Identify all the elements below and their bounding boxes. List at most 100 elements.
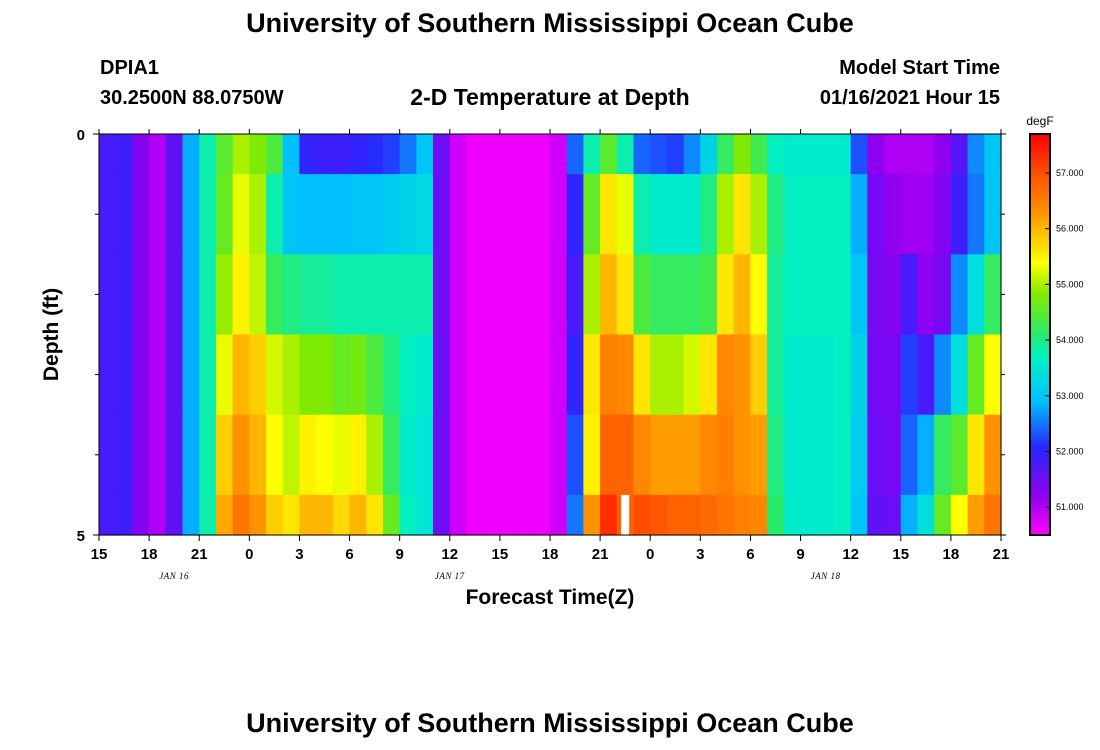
- heatmap-cell: [750, 494, 768, 536]
- heatmap-cell: [466, 174, 484, 255]
- heatmap-cell: [282, 414, 301, 496]
- heatmap-cell: [299, 134, 317, 175]
- heatmap-cell: [967, 414, 985, 496]
- heatmap-cell: [232, 134, 250, 175]
- x-tick-label: 0: [646, 546, 654, 563]
- heatmap-cell: [700, 494, 718, 536]
- heatmap-cell: [115, 134, 133, 175]
- heatmap-cell: [800, 334, 818, 416]
- heatmap-cell: [750, 414, 768, 496]
- colorbar-tick-label: 52.000: [1056, 446, 1084, 456]
- heatmap-cell: [349, 334, 367, 416]
- heatmap-cell: [249, 254, 267, 336]
- model-start-label: Model Start Time: [839, 57, 1000, 79]
- heatmap-cell: [483, 494, 501, 536]
- heatmap-cell: [165, 134, 184, 175]
- heatmap-cell: [633, 334, 651, 416]
- heatmap-cell: [600, 134, 618, 175]
- heatmap-cell: [783, 334, 802, 416]
- heatmap-cell: [700, 334, 718, 416]
- heatmap-cell: [917, 134, 935, 175]
- heatmap-cell: [249, 134, 267, 175]
- heatmap-cell: [817, 174, 835, 255]
- heatmap-cell: [934, 414, 952, 496]
- heatmap-cell: [566, 174, 584, 255]
- heatmap-cell: [115, 334, 133, 416]
- x-tick-label: 3: [696, 546, 704, 563]
- heatmap-cell: [516, 174, 534, 255]
- heatmap-cell: [149, 134, 167, 175]
- x-tick-label: 12: [441, 546, 458, 563]
- heatmap-cell: [867, 334, 885, 416]
- heatmap-cell: [449, 414, 468, 496]
- heatmap-cell: [733, 334, 752, 416]
- heatmap-cell: [884, 254, 902, 336]
- heatmap-cell: [499, 134, 518, 175]
- heatmap-cell: [282, 174, 301, 255]
- heatmap-cell: [399, 494, 417, 536]
- heatmap-cell: [650, 134, 668, 175]
- heatmap-cell: [850, 494, 868, 536]
- heatmap-cell: [332, 134, 351, 175]
- heatmap-cell: [817, 494, 835, 536]
- x-tick-label: 21: [993, 546, 1010, 563]
- heatmap-cell: [984, 414, 1002, 496]
- heatmap-cell: [115, 174, 133, 255]
- heatmap-cell: [917, 414, 935, 496]
- heatmap-cell: [717, 174, 735, 255]
- x-tick-label: 9: [395, 546, 403, 563]
- heatmap-cell: [399, 254, 417, 336]
- x-tick-label: 0: [245, 546, 253, 563]
- heatmap-cell: [399, 174, 417, 255]
- heatmap-cell: [934, 174, 952, 255]
- heatmap-cell: [132, 334, 150, 416]
- heatmap-cell: [149, 254, 167, 336]
- heatmap-cell: [717, 134, 735, 175]
- heatmap-cell: [984, 174, 1002, 255]
- colorbar-ticks: 51.000 52.000 53.000 54.000 55.000 56.000 57.0…: [1045, 168, 1084, 512]
- heatmap-cell: [516, 494, 534, 536]
- heatmap-cell: [382, 494, 401, 536]
- heatmap-cell: [115, 494, 133, 536]
- heatmap-cell: [833, 254, 852, 336]
- heatmap-cell: [750, 334, 768, 416]
- heatmap-cell: [316, 134, 334, 175]
- heatmap-cell: [99, 174, 117, 255]
- heatmap-cell: [767, 334, 785, 416]
- heatmap-cell: [917, 494, 935, 536]
- heatmap-cell: [483, 134, 501, 175]
- heatmap-cell: [516, 334, 534, 416]
- y-tick-label: 5: [77, 528, 85, 545]
- heatmap-cell: [282, 254, 301, 336]
- heatmap-cell: [666, 174, 685, 255]
- heatmap-cell: [950, 414, 969, 496]
- heatmap-cell: [399, 134, 417, 175]
- heatmap-cell: [449, 254, 468, 336]
- heatmap-cell: [900, 174, 919, 255]
- heatmap-cell: [616, 334, 635, 416]
- heatmap-cell: [282, 494, 301, 536]
- heatmap-cell: [934, 134, 952, 175]
- heatmap-cell: [483, 174, 501, 255]
- heatmap-cell: [750, 134, 768, 175]
- heatmap-cell: [683, 134, 701, 175]
- heatmap-cell: [399, 334, 417, 416]
- heatmap-cell: [650, 174, 668, 255]
- colorbar-tick-label: 51.000: [1056, 502, 1084, 512]
- heatmap-cell: [850, 134, 868, 175]
- heatmap-cell: [499, 254, 518, 336]
- colorbar-tick-label: 56.000: [1056, 224, 1084, 234]
- heatmap-cell: [600, 334, 618, 416]
- heatmap-cell: [433, 174, 451, 255]
- heatmap-cell: [950, 174, 969, 255]
- heatmap-cell: [232, 494, 250, 536]
- y-axis: 05: [77, 127, 1006, 545]
- heatmap-cell: [917, 254, 935, 336]
- heatmap-cell: [700, 174, 718, 255]
- heatmap-cell: [600, 494, 618, 536]
- x-tick-label: 21: [191, 546, 208, 563]
- heatmap-cell: [633, 134, 651, 175]
- heatmap-cell: [733, 414, 752, 496]
- heatmap-cell: [950, 334, 969, 416]
- heatmap-cell: [900, 334, 919, 416]
